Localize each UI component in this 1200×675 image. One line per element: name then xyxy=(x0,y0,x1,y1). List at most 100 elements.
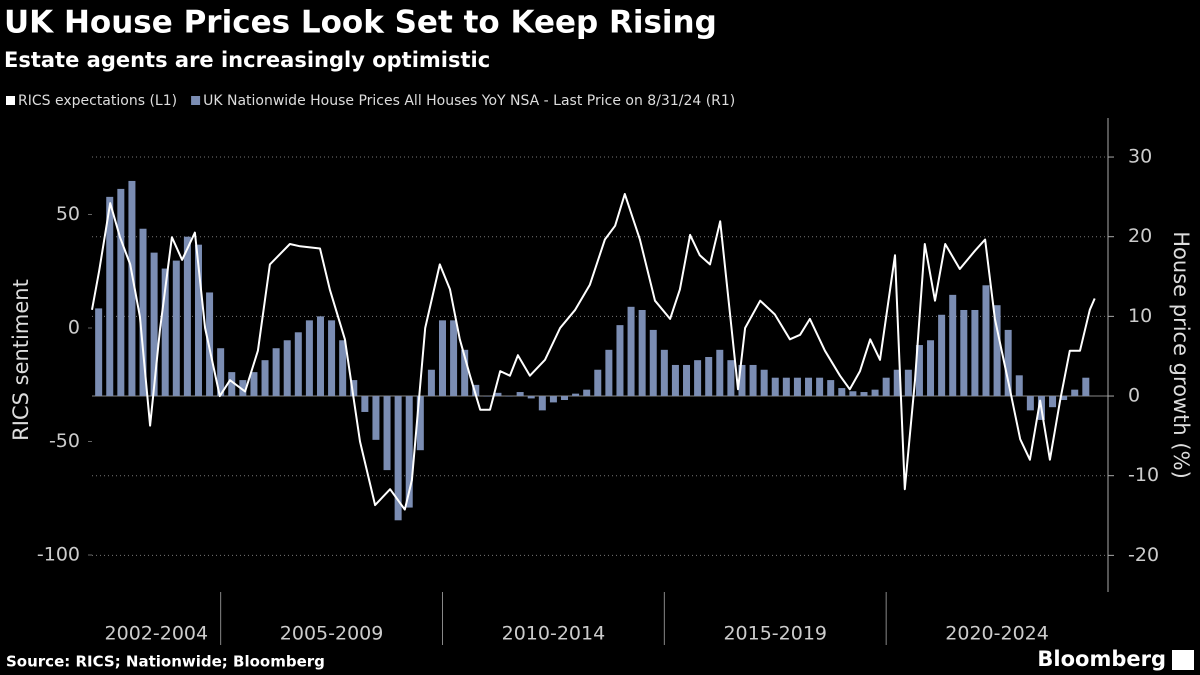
bar xyxy=(594,369,602,397)
bar xyxy=(450,320,458,397)
bar xyxy=(339,340,347,397)
y2-tick-label: -20 xyxy=(1128,544,1159,566)
bar xyxy=(228,372,236,397)
bar xyxy=(627,306,635,397)
bar xyxy=(1082,377,1090,397)
bar xyxy=(294,332,302,397)
bar xyxy=(150,252,158,397)
bar xyxy=(583,389,591,397)
bar xyxy=(538,396,546,411)
bar xyxy=(904,369,912,397)
bar xyxy=(139,228,147,397)
bar xyxy=(838,388,846,397)
bar xyxy=(1015,375,1023,397)
bar xyxy=(694,360,702,397)
y2-tick-label: 30 xyxy=(1128,146,1152,168)
bar xyxy=(549,396,557,403)
y-tick-label: -50 xyxy=(49,430,80,452)
bar xyxy=(871,389,879,397)
bar xyxy=(1049,396,1057,408)
bar xyxy=(1060,396,1068,401)
bar xyxy=(527,396,535,399)
bar xyxy=(816,377,824,397)
x-group-label: 2002-2004 xyxy=(105,623,209,645)
bar xyxy=(805,377,813,397)
y2-axis-title: House price growth (%) xyxy=(1169,231,1193,479)
bar xyxy=(1004,329,1012,397)
bar xyxy=(915,345,923,397)
bar xyxy=(416,396,424,451)
bar xyxy=(782,377,790,397)
bar xyxy=(927,340,935,397)
bar xyxy=(683,364,691,397)
bar xyxy=(505,396,513,397)
bar xyxy=(1026,396,1034,411)
bar xyxy=(893,369,901,397)
bar xyxy=(649,329,657,397)
brand: Bloomberg xyxy=(1037,647,1166,671)
bar xyxy=(483,396,491,397)
chart-subtitle: Estate agents are increasingly optimisti… xyxy=(4,48,490,72)
y-tick-label: -100 xyxy=(37,543,80,565)
bar xyxy=(427,369,435,397)
legend-swatch xyxy=(191,96,201,105)
bar xyxy=(561,396,569,401)
bar xyxy=(106,196,114,397)
brand-icon xyxy=(1172,650,1194,670)
y-tick-label: 50 xyxy=(56,203,80,225)
bar xyxy=(194,244,202,397)
bar xyxy=(827,380,835,397)
legend-label: UK Nationwide House Prices All Houses Yo… xyxy=(203,93,735,109)
bar xyxy=(405,396,413,508)
x-group-label: 2020-2024 xyxy=(945,623,1049,645)
bar xyxy=(960,309,968,397)
bar xyxy=(472,384,480,397)
bar xyxy=(749,364,757,397)
bar xyxy=(516,392,524,397)
bar xyxy=(95,308,103,397)
y-axis-title: RICS sentiment xyxy=(9,279,33,441)
bar xyxy=(183,236,191,397)
bar xyxy=(250,372,258,397)
y-tick-label: 0 xyxy=(68,316,80,338)
bar xyxy=(1071,389,1079,397)
bar xyxy=(771,377,779,397)
bar xyxy=(616,325,624,397)
legend-label: RICS expectations (L1) xyxy=(18,93,177,109)
bar xyxy=(350,380,358,397)
chart-title: UK House Prices Look Set to Keep Rising xyxy=(4,5,717,41)
y2-tick-label: -10 xyxy=(1128,464,1159,486)
y2-tick-label: 20 xyxy=(1128,225,1152,247)
bar xyxy=(849,391,857,397)
bar xyxy=(361,396,369,412)
bar xyxy=(793,377,801,397)
bar xyxy=(605,349,613,397)
source-note: Source: RICS; Nationwide; Bloomberg xyxy=(6,653,325,671)
bar xyxy=(882,377,890,397)
bar xyxy=(272,348,280,397)
bar xyxy=(738,364,746,397)
x-group-label: 2015-2019 xyxy=(723,623,827,645)
bar xyxy=(438,320,446,397)
bar xyxy=(117,188,125,397)
bar xyxy=(760,369,768,397)
y2-tick-label: 10 xyxy=(1128,305,1152,327)
bar xyxy=(261,360,269,397)
line xyxy=(91,193,1096,511)
bar xyxy=(383,396,391,471)
bar xyxy=(305,320,313,397)
bar xyxy=(671,364,679,397)
bar xyxy=(727,360,735,397)
bar xyxy=(716,349,724,397)
bar xyxy=(217,348,225,397)
bar xyxy=(172,260,180,397)
bar xyxy=(461,349,469,397)
bar xyxy=(993,305,1001,397)
bar xyxy=(161,268,169,397)
bar xyxy=(572,393,580,397)
bar xyxy=(705,356,713,397)
bar xyxy=(283,340,291,397)
bar xyxy=(394,396,402,521)
y2-tick-label: 0 xyxy=(1128,385,1140,407)
